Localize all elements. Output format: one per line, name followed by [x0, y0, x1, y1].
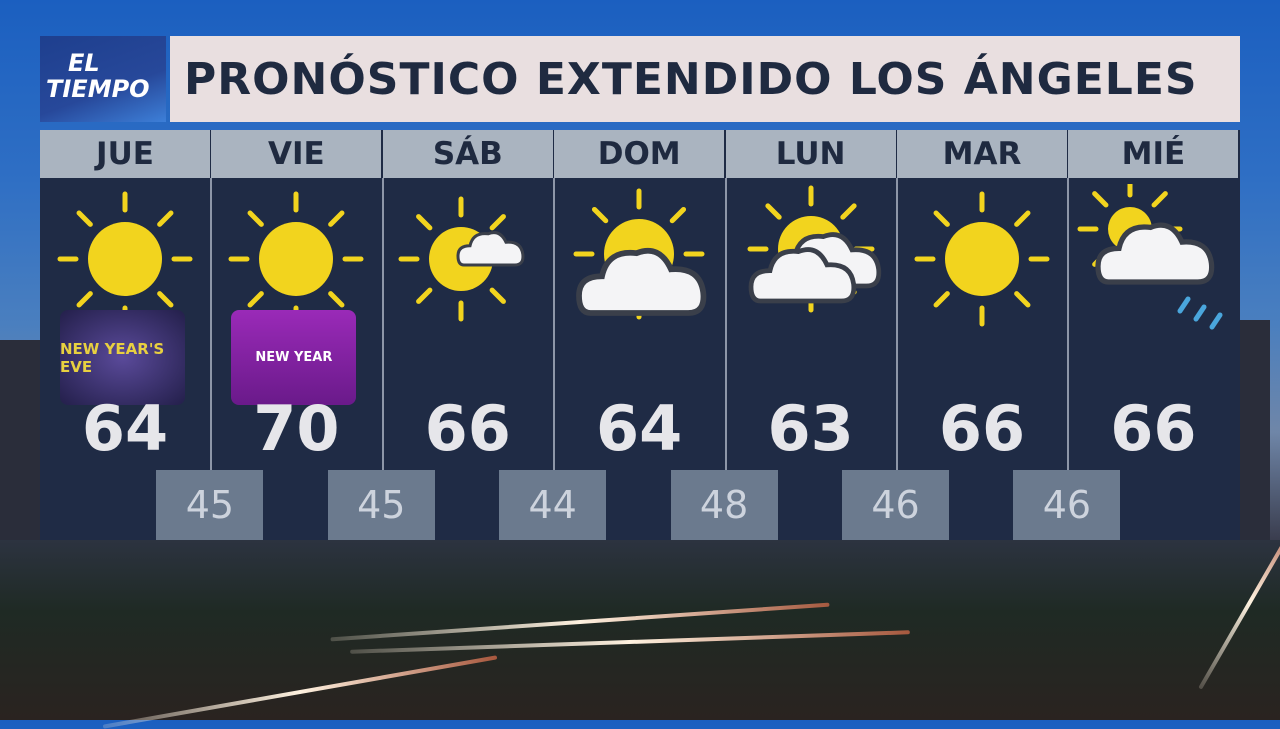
logo-line2: TIEMPO: [46, 75, 150, 103]
day-column: DOM 64: [554, 130, 725, 470]
sunny-icon: [914, 191, 1050, 327]
day-column: SÁB 66: [382, 130, 553, 470]
cloud-sun-showers-icon: [1077, 184, 1223, 330]
column-divider: [724, 178, 727, 470]
low-temp: 46: [842, 470, 949, 540]
day-label: MIÉ: [1068, 130, 1239, 178]
building: [0, 340, 40, 540]
high-temp: 63: [767, 392, 854, 465]
column-divider: [381, 178, 384, 470]
logo-line1: EL: [68, 49, 100, 77]
day-column: LUN 63: [725, 130, 896, 470]
low-temp: 46: [1013, 470, 1121, 540]
day-column: MAR 66: [897, 130, 1067, 470]
column-divider: [1067, 178, 1070, 470]
high-temp: 66: [424, 392, 511, 465]
column-divider: [896, 178, 898, 470]
page-title: PRONÓSTICO EXTENDIDO LOS ÁNGELES: [184, 53, 1198, 105]
day-column: MIÉ 66: [1068, 130, 1239, 470]
day-label: LUN: [725, 130, 896, 178]
high-temp: 66: [1110, 392, 1197, 465]
column-divider: [553, 178, 556, 470]
day-column: JUE NEW YEAR'S EVE 64: [40, 130, 210, 470]
day-column: VIE NEW YEAR 70: [211, 130, 382, 470]
new-year-baby-graphic: NEW YEAR: [231, 310, 357, 405]
title-bar: PRONÓSTICO EXTENDIDO LOS ÁNGELES: [170, 36, 1240, 122]
new-years-eve-graphic: NEW YEAR'S EVE: [60, 310, 185, 405]
el-tiempo-logo: EL TIEMPO: [40, 36, 166, 122]
sun-small-cloud-icon: [398, 196, 525, 322]
day-label: JUE: [40, 130, 210, 178]
badge-text: NEW YEAR'S EVE: [60, 339, 165, 376]
high-temp: 64: [81, 392, 169, 465]
low-temp: 45: [327, 470, 435, 540]
mostly-cloudy-icon: [747, 185, 881, 313]
day-label: MAR: [897, 130, 1067, 178]
day-label: DOM: [554, 130, 725, 178]
city-background: [0, 514, 1280, 729]
partly-cloudy-icon: [573, 188, 707, 320]
column-divider: [210, 178, 213, 470]
forecast-board: JUE NEW YEAR'S EVE 64 VIE NEW YEAR 70 SÁB …: [40, 130, 1240, 540]
high-temp: 66: [938, 392, 1026, 465]
high-temp: 64: [596, 392, 683, 465]
high-temp: 70: [253, 392, 340, 465]
day-label: SÁB: [382, 130, 553, 178]
low-temp: 45: [156, 470, 264, 540]
low-temp: 48: [670, 470, 778, 540]
building: [1240, 320, 1270, 540]
badge-text: NEW YEAR: [255, 350, 333, 365]
day-label: VIE: [211, 130, 382, 178]
low-temp: 44: [499, 470, 607, 540]
